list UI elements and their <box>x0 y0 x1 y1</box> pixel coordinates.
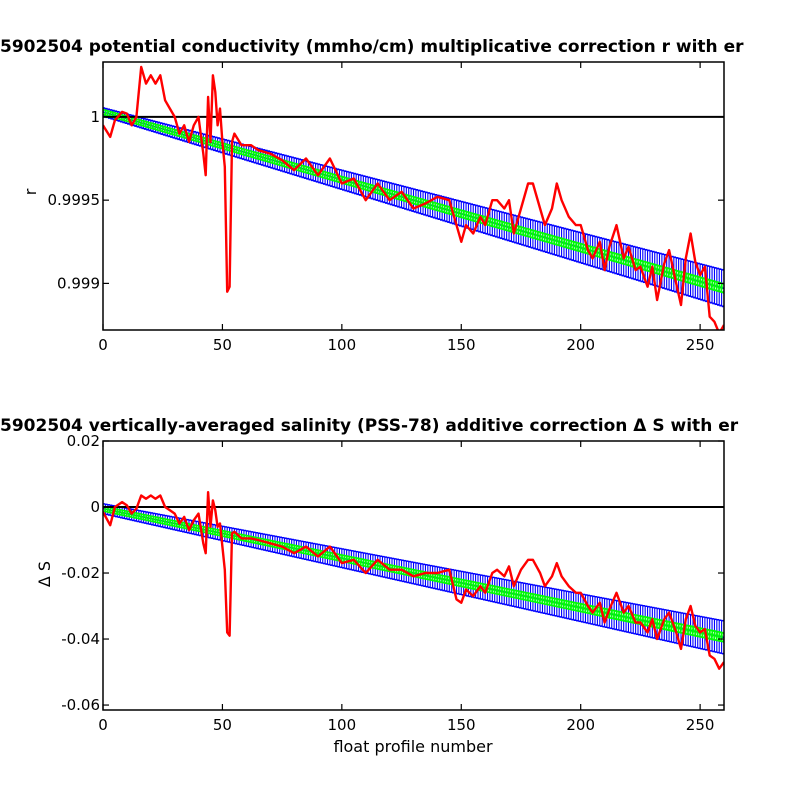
y-tick-label: 0.999 <box>57 274 100 292</box>
fit-marker <box>560 599 568 610</box>
fit-marker <box>546 596 554 607</box>
fit-marker <box>708 629 716 641</box>
x-axis-label: float profile number <box>333 737 493 756</box>
fit-marker <box>691 274 699 286</box>
fit-marker <box>708 279 716 291</box>
fit-marker <box>720 631 724 643</box>
fit-marker <box>694 275 702 287</box>
fit-marker <box>686 273 695 285</box>
raw-correction-line <box>103 491 724 670</box>
fit-marker <box>641 615 649 627</box>
x-tick-label: 0 <box>98 336 108 354</box>
fit-marker <box>612 610 621 621</box>
x-tick-label: 200 <box>566 336 595 354</box>
fit-marker <box>538 595 547 605</box>
x-tick-label: 0 <box>98 716 108 734</box>
fit-marker <box>665 267 673 278</box>
fit-marker <box>562 599 570 610</box>
x-tick-label: 100 <box>328 336 357 354</box>
fit-marker <box>710 630 719 641</box>
fit-markers <box>103 108 724 294</box>
y-axis-label: Δ S <box>35 561 54 587</box>
fit-marker <box>686 625 695 636</box>
salinity-correction-panel: 5902504 vertically-averaged salinity (PS… <box>0 416 739 756</box>
fit-marker <box>624 612 633 623</box>
fit-marker <box>622 612 630 623</box>
fit-marker <box>577 602 585 613</box>
y-tick-label: 0 <box>90 498 100 516</box>
fit-marker <box>574 602 582 613</box>
fit-marker <box>715 631 723 642</box>
fit-marker <box>663 620 671 631</box>
fit-marker <box>579 603 587 614</box>
raw-correction-line <box>103 65 724 330</box>
conductivity-correction-panel: 5902504 potential conductivity (mmho/cm)… <box>0 37 744 354</box>
fit-marker <box>550 597 559 608</box>
plot-area: 0 50 100 150 200 250 0.999 0.9995 1 <box>48 61 725 354</box>
fit-marker <box>553 597 561 608</box>
fit-marker <box>543 595 551 606</box>
plot-series-group <box>103 491 724 670</box>
fit-marker <box>636 614 645 626</box>
fit-marker <box>534 594 542 604</box>
x-tick-label: 50 <box>213 336 232 354</box>
x-tick-label: 150 <box>447 716 476 734</box>
fit-marker <box>557 598 566 609</box>
fit-marker <box>689 274 697 285</box>
y-tick-label: 0.9995 <box>48 191 101 209</box>
fit-marker <box>565 600 573 611</box>
axes-box <box>102 61 725 331</box>
x-tick-label: 250 <box>686 716 715 734</box>
fit-marker <box>715 281 723 293</box>
fit-marker <box>648 617 656 628</box>
x-tick-label: 200 <box>566 716 595 734</box>
chart-title: 5902504 vertically-averaged salinity (PS… <box>0 416 739 436</box>
fit-marker <box>569 601 578 612</box>
fit-marker <box>720 282 724 294</box>
plot-series-group <box>103 65 724 330</box>
fit-marker <box>103 505 107 512</box>
x-tick-label: 150 <box>447 336 476 354</box>
axes-box <box>102 440 725 711</box>
fit-marker <box>536 594 544 605</box>
y-tick-label: -0.06 <box>61 696 100 714</box>
fit-marker <box>555 598 563 609</box>
y-tick-label: -0.04 <box>61 630 100 648</box>
chart-title: 5902504 potential conductivity (mmho/cm)… <box>0 37 744 57</box>
fit-marker <box>541 595 549 606</box>
fit-marker <box>665 620 673 632</box>
y-tick-label: -0.02 <box>61 564 100 582</box>
fit-marker <box>615 610 623 621</box>
fit-marker <box>548 596 556 607</box>
fit-marker <box>696 276 704 287</box>
fit-marker <box>713 280 721 292</box>
fit-marker <box>610 609 618 620</box>
x-tick-label: 50 <box>213 716 232 734</box>
fit-marker <box>572 601 580 612</box>
fit-marker <box>710 280 719 292</box>
fit-marker <box>586 604 594 615</box>
y-tick-label: 1 <box>90 108 100 126</box>
plot-area: 0 50 100 150 200 250 -0.06 -0.04 -0.02 0 0.02 <box>61 432 725 734</box>
fit-marker <box>531 593 539 604</box>
fit-marker <box>567 600 575 611</box>
fit-marker <box>103 108 107 116</box>
fit-marker <box>617 611 625 622</box>
fit-marker <box>696 627 704 638</box>
y-axis-label: r <box>21 188 40 195</box>
fit-marker <box>718 631 724 643</box>
fit-marker <box>689 625 697 637</box>
y-tick-label: 0.02 <box>67 432 100 450</box>
x-tick-label: 100 <box>328 716 357 734</box>
x-tick-label: 250 <box>686 336 715 354</box>
fit-marker <box>713 630 721 642</box>
fit-markers <box>103 505 724 643</box>
fit-marker <box>684 272 692 284</box>
